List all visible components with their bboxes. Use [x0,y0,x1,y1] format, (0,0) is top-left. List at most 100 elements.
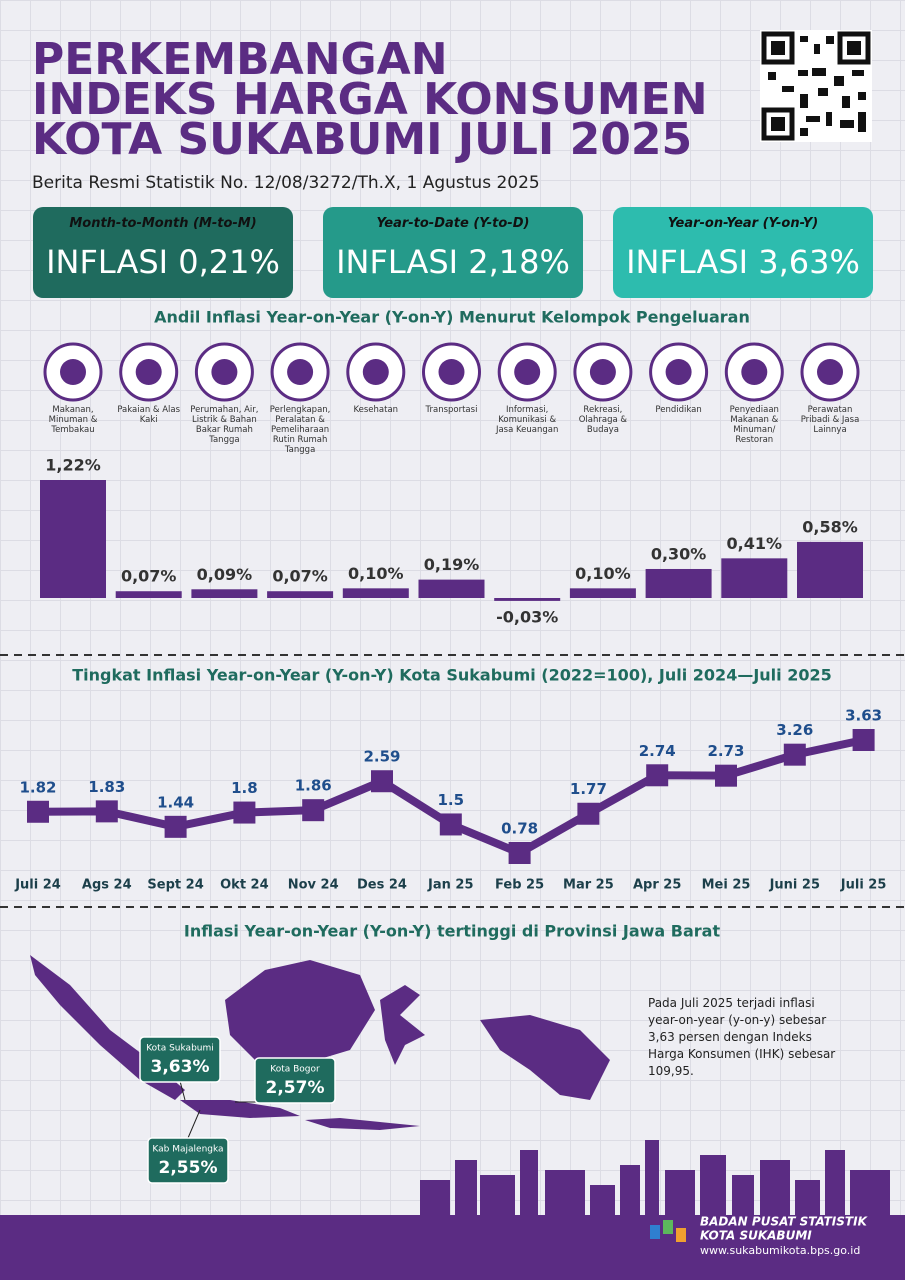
footer-url: www.sukabumikota.bps.go.id [700,1244,860,1257]
bar [645,568,712,598]
category-label: Penyediaan Makanan & Minuman/ Restoran [729,405,779,445]
value-label: 3.26 [776,721,813,739]
x-tick-label: Mar 25 [563,878,614,893]
value-label: 2.73 [707,742,744,760]
marker [302,799,325,822]
callout-box [254,1057,336,1104]
category-icon-dot [665,359,692,385]
x-tick-label: Mei 25 [702,878,751,893]
callout-box [139,1036,221,1083]
category-icon-dot [741,359,768,385]
x-tick-label: Juli 24 [14,878,61,893]
category-label: Kesehatan [353,405,399,415]
category-icon-dot [514,359,541,385]
category-icon-dot [362,359,389,385]
value-label: 1.82 [19,778,56,796]
category-label: Perawatan Pribadi & Jasa Lainnya [800,405,860,435]
skyline [0,1140,905,1280]
category-icon-dot [589,359,616,385]
x-tick-label: Feb 25 [495,878,544,893]
card-label: Month-to-Month (M-to-M) [69,216,257,231]
title-line: KOTA SUKABUMI JULI 2025 [32,114,692,165]
footer-city: KOTA SUKABUMI [700,1229,812,1243]
value-label: 0,07% [121,567,177,586]
category-label: Pakaian & Alas Kaki [117,405,181,425]
card-value: INFLASI 0,21% [46,243,280,281]
marker [646,764,669,787]
marker [27,800,49,823]
x-tick-label: Jan 25 [427,878,473,893]
card [33,207,293,298]
card [613,207,873,298]
marker [852,729,875,751]
callout-value: 2,57% [266,1078,325,1098]
callout-pointer [179,1080,186,1101]
category-icon-dot [60,359,86,385]
x-tick-label: Okt 24 [220,878,269,893]
marker [439,813,462,836]
value-label: 1.86 [295,777,332,795]
category-label: Perlengkapan, Peralatan & Pemeliharaan R… [269,405,331,455]
value-label: 0,30% [651,544,707,563]
value-label: 0,07% [272,567,328,586]
bar [797,541,863,598]
card-label: Year-to-Date (Y-to-D) [376,216,530,231]
bar [115,591,182,598]
bar [191,589,258,598]
category-label: Pendidikan [655,405,702,415]
marker [233,801,256,824]
callout-name: Kota Sukabumi [146,1044,214,1054]
marker [715,764,737,787]
category-icon-dot [817,359,843,385]
bar [494,598,561,601]
card-value: INFLASI 2,18% [336,243,570,281]
x-tick-label: Juni 25 [769,878,820,893]
value-label: 2.59 [363,748,400,766]
bar [418,579,485,598]
callout-box [147,1137,229,1184]
footer-org: BADAN PUSAT STATISTIK [700,1215,869,1229]
category-icon-dot [438,359,465,385]
bar [569,588,636,598]
callout-name: Kab Majalengka [152,1145,223,1155]
x-tick-label: Juli 25 [840,878,887,893]
value-label: -0,03% [496,608,558,627]
value-label: 1.83 [88,778,125,796]
map-title: Inflasi Year-on-Year (Y-on-Y) tertinggi … [184,922,721,941]
value-label: 1,22% [45,456,101,475]
bar [342,588,409,598]
value-label: 1.44 [157,793,194,811]
bar [721,558,788,598]
category-icon-dot [211,359,238,385]
value-label: 0,09% [197,565,253,584]
marker [371,770,393,793]
card [323,207,583,298]
value-label: 1.77 [570,780,607,798]
title-line: PERKEMBANGAN [32,34,448,85]
value-label: 1.5 [438,791,465,809]
category-label: Informasi, Komunikasi & Jasa Keuangan [495,405,559,435]
subtitle: Berita Resmi Statistik No. 12/08/3272/Th… [32,173,540,193]
category-label: Perumahan, Air, Listrik & Bahan Bakar Ru… [190,405,259,445]
category-label: Transportasi [425,405,478,415]
x-tick-label: Des 24 [357,878,407,893]
x-tick-label: Apr 25 [633,878,681,893]
value-label: 2.74 [639,742,676,760]
value-label: 0,58% [802,517,858,536]
map-note: Pada Juli 2025 terjadi inflasi year-on-y… [648,996,836,1078]
marker [783,743,806,766]
marker [577,802,600,825]
chart-title: Andil Inflasi Year-on-Year (Y-on-Y) Menu… [154,308,750,327]
value-label: 3.63 [845,707,882,725]
card-label: Year-on-Year (Y-on-Y) [667,216,819,231]
qr-code [760,30,872,142]
category-icon-dot [287,359,314,385]
callout-name: Kota Bogor [270,1065,320,1075]
category-label: Rekreasi, Olahraga & Budaya [578,405,628,435]
marker [164,815,187,838]
callout-value: 2,55% [159,1158,218,1178]
marker [508,842,531,864]
value-label: 1.8 [231,779,258,797]
